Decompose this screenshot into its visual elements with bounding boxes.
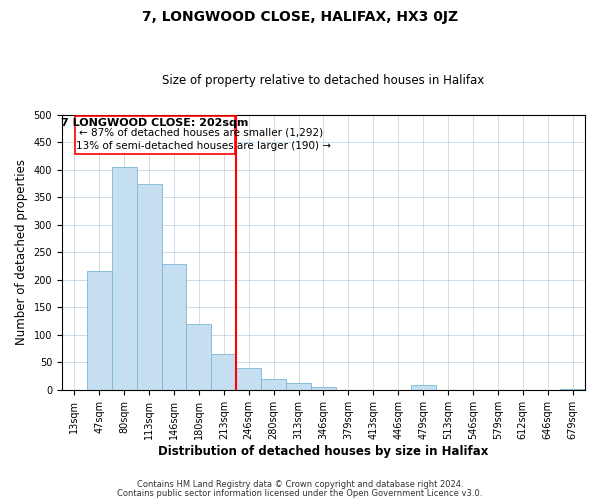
Bar [161, 264, 187, 390]
Text: Contains public sector information licensed under the Open Government Licence v3: Contains public sector information licen… [118, 488, 482, 498]
Bar [87, 272, 112, 390]
Bar [137, 184, 161, 390]
Bar [236, 368, 261, 390]
Bar [211, 354, 236, 390]
Bar [187, 324, 211, 390]
Title: Size of property relative to detached houses in Halifax: Size of property relative to detached ho… [163, 74, 485, 87]
Text: 7, LONGWOOD CLOSE, HALIFAX, HX3 0JZ: 7, LONGWOOD CLOSE, HALIFAX, HX3 0JZ [142, 10, 458, 24]
Bar [286, 382, 311, 390]
Bar [560, 388, 585, 390]
Bar [112, 167, 137, 390]
Text: ← 87% of detached houses are smaller (1,292): ← 87% of detached houses are smaller (1,… [79, 128, 323, 138]
Bar [311, 387, 336, 390]
Text: Contains HM Land Registry data © Crown copyright and database right 2024.: Contains HM Land Registry data © Crown c… [137, 480, 463, 489]
FancyBboxPatch shape [75, 116, 235, 154]
Bar [261, 379, 286, 390]
Y-axis label: Number of detached properties: Number of detached properties [15, 159, 28, 345]
Text: 7 LONGWOOD CLOSE: 202sqm: 7 LONGWOOD CLOSE: 202sqm [61, 118, 248, 128]
Bar [410, 386, 436, 390]
X-axis label: Distribution of detached houses by size in Halifax: Distribution of detached houses by size … [158, 444, 488, 458]
Text: 13% of semi-detached houses are larger (190) →: 13% of semi-detached houses are larger (… [76, 142, 331, 152]
